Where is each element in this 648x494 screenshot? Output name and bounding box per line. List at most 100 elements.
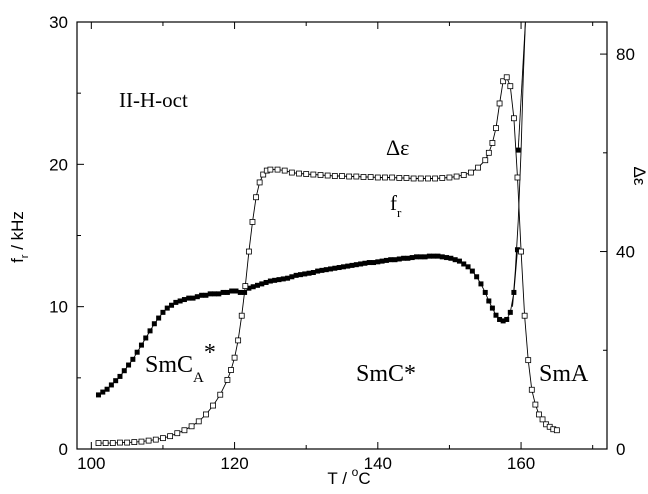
series-1-point <box>188 423 195 430</box>
series-0-point <box>117 373 123 379</box>
series-0-point <box>199 292 205 298</box>
y-axis-label-right: Δε <box>630 167 648 186</box>
series-0-point <box>285 275 291 281</box>
series-0-point <box>323 267 329 273</box>
series-1-point <box>396 175 403 181</box>
series-0-point <box>156 315 162 321</box>
annotation-smca-sub: A <box>193 370 204 386</box>
series-1-point <box>482 157 489 164</box>
series-0-point <box>345 263 351 269</box>
series-0-point <box>233 288 239 294</box>
annotation-fr-sub: r <box>397 205 402 220</box>
series-0-point <box>95 392 101 398</box>
series-0-point <box>349 262 355 268</box>
series-0-point <box>160 309 166 315</box>
series-1-point <box>235 337 242 344</box>
series-0-point <box>147 328 153 334</box>
series-1-point <box>310 171 317 178</box>
x-tick-label-140: 140 <box>364 454 392 473</box>
series-0-point <box>138 342 144 348</box>
series-0-point <box>207 291 213 297</box>
series-0-point <box>164 305 170 311</box>
series-1-point <box>231 354 238 361</box>
series-0-point <box>358 261 364 267</box>
series-1-point <box>489 140 496 146</box>
series-0-point <box>375 259 381 265</box>
series-0-point <box>418 254 424 260</box>
series-1-point <box>521 312 528 319</box>
series-1-point <box>360 174 367 180</box>
series-1-point <box>131 439 138 445</box>
series-0-point <box>405 255 411 261</box>
x-axis-label-base: T / <box>327 469 351 488</box>
series-1-point <box>152 436 159 443</box>
steep-rise <box>515 22 526 153</box>
series-0-point <box>444 255 450 261</box>
series-1-point <box>102 440 109 446</box>
series-0-point <box>431 253 437 259</box>
series-1-point <box>256 179 263 186</box>
series-0-point <box>388 257 394 263</box>
series-0-point <box>319 267 325 273</box>
series-0-point <box>169 302 175 308</box>
series-0-point <box>401 255 407 261</box>
series-0-point <box>328 266 334 272</box>
y-axis-label-left: fr / kHz <box>8 211 31 263</box>
series-0-point <box>203 292 209 298</box>
series-0-point <box>263 279 269 285</box>
series-0-point <box>151 321 157 327</box>
series-0-point <box>267 278 273 284</box>
series-1-point <box>553 427 560 434</box>
series-0-point <box>448 255 454 261</box>
y-axis-label-left-sub: r <box>19 254 31 258</box>
x-tick-label-160: 160 <box>507 454 535 473</box>
series-1-point <box>95 440 102 446</box>
annotation-fr: fr <box>390 191 402 220</box>
series-1-point <box>507 83 514 90</box>
series-0-point <box>435 253 441 259</box>
plot-area <box>95 22 560 446</box>
annotation-smc: SmC* <box>356 361 416 387</box>
y-right-tick-label-80: 80 <box>616 45 635 64</box>
series-1-point <box>503 74 510 81</box>
series-0-point <box>379 258 385 264</box>
series-1-point <box>410 175 417 182</box>
series-1-point <box>281 167 288 174</box>
steep-rise-line <box>517 22 526 151</box>
series-1-point <box>417 175 424 182</box>
series-0-point <box>383 257 389 263</box>
series-0-point <box>489 305 495 311</box>
series-0-point <box>310 270 316 276</box>
series-0-point <box>392 257 398 263</box>
series-0-point <box>469 268 475 274</box>
series-0-point <box>474 274 480 280</box>
y-axis-label-left-tail: / kHz <box>8 211 27 254</box>
series-1-point <box>324 172 331 179</box>
series-1-point <box>496 100 503 107</box>
series-1-point <box>389 174 396 181</box>
series-0-point <box>250 284 256 290</box>
series-1-point <box>224 376 231 383</box>
series-1-point <box>253 194 259 201</box>
series-1-point <box>242 283 249 289</box>
series-1-point <box>174 430 181 437</box>
series-0-point <box>297 272 303 278</box>
series-0-point <box>216 291 222 297</box>
series-0-point <box>371 260 377 266</box>
series-0-point <box>366 260 372 266</box>
series-1-point <box>446 174 453 181</box>
series-0-point <box>461 261 467 267</box>
series-1-point <box>374 174 381 181</box>
series-0-point <box>104 386 110 392</box>
series-0-point <box>254 282 260 288</box>
series-0-point <box>497 316 503 322</box>
series-1-point <box>109 440 116 446</box>
series-0-point <box>224 289 230 295</box>
series-0-point <box>504 316 510 322</box>
series-0-point <box>486 298 492 304</box>
series-0-point <box>186 295 192 301</box>
series-1-point <box>145 437 152 444</box>
series-1-point <box>346 173 353 180</box>
series-1-point <box>267 166 274 173</box>
series-0-point <box>413 254 419 260</box>
